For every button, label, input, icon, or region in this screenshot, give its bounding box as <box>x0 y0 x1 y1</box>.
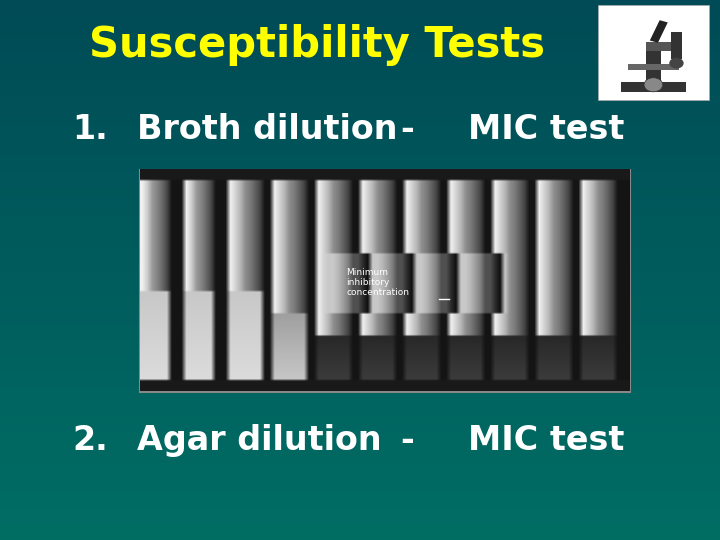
Text: -: - <box>400 424 414 457</box>
Text: Minimum
inhibitory
concentration: Minimum inhibitory concentration <box>346 267 409 298</box>
Circle shape <box>670 58 684 69</box>
Text: MIC test: MIC test <box>468 424 624 457</box>
Bar <box>671 32 682 59</box>
Bar <box>649 20 667 43</box>
Bar <box>598 5 709 100</box>
Bar <box>647 44 660 82</box>
Text: MIC test: MIC test <box>468 113 624 146</box>
Bar <box>140 170 630 392</box>
Text: -: - <box>400 113 414 146</box>
Bar <box>647 42 678 51</box>
Bar <box>621 82 685 92</box>
Bar <box>628 64 678 70</box>
Text: 1.: 1. <box>72 113 108 146</box>
Circle shape <box>644 78 662 92</box>
Text: Agar dilution: Agar dilution <box>137 424 382 457</box>
Text: Susceptibility Tests: Susceptibility Tests <box>89 24 545 66</box>
Text: 2.: 2. <box>72 424 108 457</box>
Text: Broth dilution: Broth dilution <box>137 113 397 146</box>
